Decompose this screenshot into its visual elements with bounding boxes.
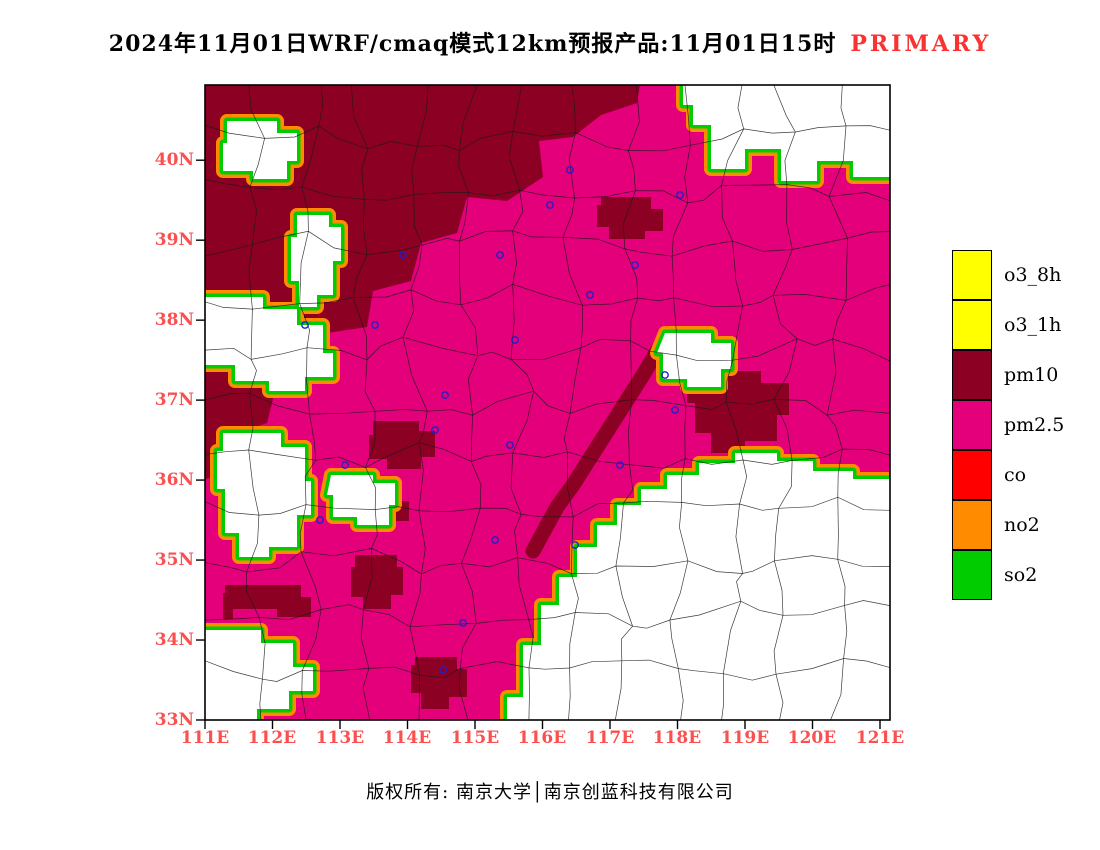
legend-item: o3_1h (952, 299, 1064, 350)
station-marker (631, 261, 639, 269)
county-boundaries (205, 85, 890, 720)
legend-label: co (1004, 464, 1027, 486)
lat-tick-label: 36N (154, 470, 194, 490)
map-frame (204, 84, 891, 721)
title-text: 2024年11月01日WRF/cmaq模式12km预报产品:11月01日15时 (108, 31, 837, 57)
legend-item: no2 (952, 499, 1064, 550)
lon-tick-label: 113E (315, 728, 365, 748)
station-marker (566, 166, 574, 174)
legend-swatch-co (952, 449, 992, 500)
page-title: 2024年11月01日WRF/cmaq模式12km预报产品:11月01日15时 P… (0, 26, 1100, 58)
legend-label: so2 (1004, 564, 1038, 586)
legend-swatch-so2 (952, 549, 992, 600)
station-marker (671, 406, 679, 414)
lon-tick-label: 116E (517, 728, 567, 748)
legend-label: o3_1h (1004, 314, 1062, 336)
lat-tick-label: 34N (154, 630, 194, 650)
legend-item: o3_8h (952, 249, 1064, 300)
legend-label: o3_8h (1004, 264, 1062, 286)
copyright-footer: 版权所有: 南京大学│南京创蓝科技有限公司 (366, 782, 734, 803)
pm10-region (205, 85, 789, 709)
station-marker (661, 371, 669, 379)
lon-tick-label: 115E (450, 728, 500, 748)
station-marker (496, 251, 504, 259)
station-marker (511, 336, 519, 344)
pm10-band (525, 343, 665, 559)
forecast-map (196, 84, 891, 729)
legend-label: pm2.5 (1004, 414, 1065, 436)
primary-pollutant-label: PRIMARY (850, 31, 992, 57)
station-marker (459, 619, 467, 627)
lat-tick-label: 39N (154, 230, 194, 250)
station-marker (439, 666, 447, 674)
legend-item: pm10 (952, 349, 1064, 400)
legend-label: pm10 (1004, 364, 1059, 386)
lon-tick-label: 111E (180, 728, 230, 748)
lat-tick-label: 33N (154, 710, 194, 730)
legend-item: so2 (952, 549, 1064, 600)
lon-tick-label: 118E (652, 728, 702, 748)
axis-ticks (196, 159, 881, 729)
lat-tick-label: 40N (154, 150, 194, 170)
station-marker (616, 461, 624, 469)
legend-swatch-pm25 (952, 399, 992, 450)
lon-tick-label: 119E (720, 728, 770, 748)
station-marker (316, 516, 324, 524)
station-marker (491, 536, 499, 544)
lon-tick-label: 120E (787, 728, 837, 748)
pollutant-legend: o3_8h o3_1h pm10 pm2.5 co no2 so2 (952, 249, 1065, 600)
station-marker (301, 321, 309, 329)
lon-tick-label: 121E (855, 728, 905, 748)
legend-swatch-no2 (952, 499, 992, 550)
legend-swatch-o3-8h (952, 249, 992, 300)
station-marker (441, 391, 449, 399)
station-markers (301, 166, 684, 674)
lat-tick-label: 35N (154, 550, 194, 570)
station-marker (571, 541, 579, 549)
lat-tick-label: 38N (154, 310, 194, 330)
lat-tick-label: 37N (154, 390, 194, 410)
legend-item: co (952, 449, 1064, 500)
station-marker (341, 461, 349, 469)
legend-label: no2 (1004, 514, 1040, 536)
station-marker (399, 251, 407, 259)
lon-tick-label: 117E (585, 728, 635, 748)
station-marker (371, 321, 379, 329)
station-marker (506, 441, 514, 449)
lon-tick-label: 112E (247, 728, 297, 748)
legend-swatch-o3-1h (952, 299, 992, 350)
map-area (196, 84, 891, 729)
lon-tick-label: 114E (382, 728, 432, 748)
station-marker (586, 291, 594, 299)
legend-swatch-pm10 (952, 349, 992, 400)
station-marker (546, 201, 554, 209)
station-marker (676, 191, 684, 199)
station-marker (431, 426, 439, 434)
legend-item: pm2.5 (952, 399, 1065, 450)
